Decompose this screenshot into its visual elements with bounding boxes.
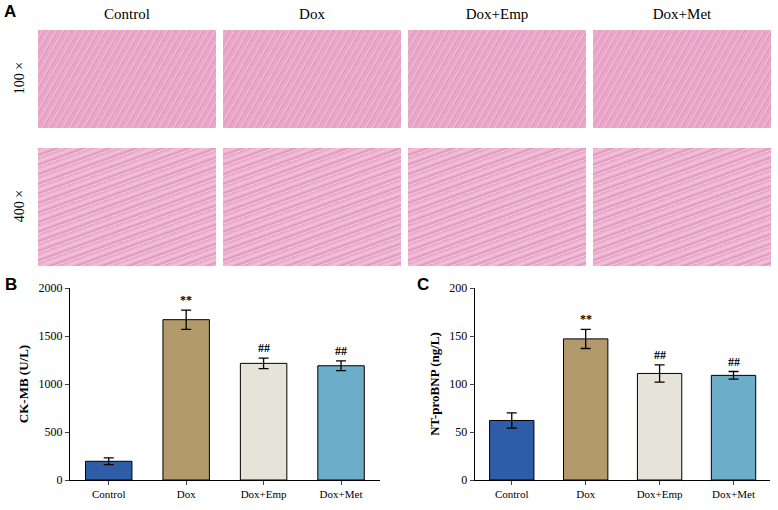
svg-text:NT-proBNP (ng/L): NT-proBNP (ng/L) [427,332,442,436]
svg-text:CK-MB (U/L): CK-MB (U/L) [16,345,31,423]
svg-text:Dox: Dox [177,488,196,500]
svg-text:##: ## [728,355,740,369]
svg-text:50: 50 [455,425,467,439]
svg-text:100: 100 [449,377,467,391]
svg-text:Dox+Met: Dox+Met [712,488,755,500]
html-text:Dox: Dox [299,6,325,22]
svg-text:Control: Control [92,488,126,500]
html-text:Control: Control [104,6,150,22]
svg-text:1500: 1500 [38,329,62,343]
html-text:A: A [4,2,17,21]
svg-text:0: 0 [461,473,467,487]
svg-text:C: C [417,275,429,294]
svg-text:150: 150 [449,329,467,343]
svg-text:Control: Control [495,488,529,500]
svg-text:**: ** [580,312,592,326]
svg-text:0: 0 [56,473,62,487]
svg-text:Dox+Met: Dox+Met [320,488,363,500]
svg-text:500: 500 [44,425,62,439]
svg-text:B: B [5,275,17,294]
svg-text:Dox+Emp: Dox+Emp [241,488,287,500]
svg-text:1000: 1000 [38,377,62,391]
svg-text:##: ## [335,344,347,358]
svg-text:200: 200 [449,281,467,295]
svg-text:##: ## [654,348,666,362]
svg-text:##: ## [258,341,270,355]
html-text:Dox+Emp: Dox+Emp [465,6,529,22]
svg-text:**: ** [180,293,192,307]
svg-text:2000: 2000 [38,281,62,295]
html-text:400 ×: 400 × [12,189,27,223]
svg-text:Dox+Emp: Dox+Emp [637,488,683,500]
svg-text:Dox: Dox [576,488,595,500]
html-text:Dox+Met: Dox+Met [652,6,712,22]
html-text:100 ×: 100 × [12,61,27,95]
